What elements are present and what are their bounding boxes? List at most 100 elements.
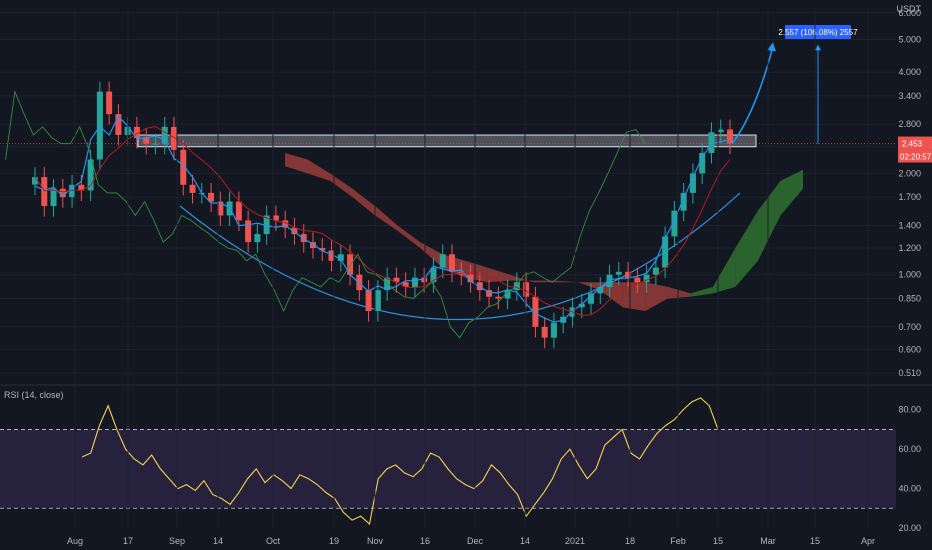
time-tick-label: Feb bbox=[670, 536, 686, 546]
time-tick-label: 16 bbox=[420, 536, 430, 546]
time-tick-label: Sep bbox=[169, 536, 185, 546]
candle-body bbox=[319, 248, 326, 251]
candle-body bbox=[495, 296, 502, 299]
time-tick-label: Dec bbox=[467, 536, 484, 546]
price-tick-label: 4.000 bbox=[898, 67, 921, 77]
candle-body bbox=[337, 254, 344, 261]
time-tick-label: Aug bbox=[67, 536, 83, 546]
ichimoku-cloud-segment bbox=[735, 210, 758, 287]
candle-body bbox=[171, 126, 177, 150]
rsi-pane[interactable]: 80.00 60.00 40.00 20.00 bbox=[0, 397, 921, 533]
candle-body bbox=[356, 274, 363, 291]
candle-body bbox=[634, 277, 641, 283]
projection-arrowhead bbox=[767, 42, 776, 52]
ichimoku-cloud-segment bbox=[510, 274, 533, 283]
price-tick-label: 2.000 bbox=[898, 168, 921, 178]
price-tag-box bbox=[898, 136, 932, 150]
ichimoku-cloud-segment bbox=[622, 282, 646, 312]
price-pane[interactable]: 2.557 (106.08%) 2557 bbox=[0, 12, 932, 386]
candle-body bbox=[402, 282, 409, 287]
candle-body bbox=[254, 234, 261, 243]
target-label: 2.557 (106.08%) 2557 bbox=[778, 28, 858, 37]
time-tick-label: 2021 bbox=[565, 536, 585, 546]
candle-body bbox=[680, 192, 687, 211]
ichimoku-cloud-segment bbox=[307, 159, 331, 181]
time-tick-label: 14 bbox=[520, 536, 530, 546]
candle-body bbox=[708, 132, 715, 153]
countdown-tag: 02:20:57 bbox=[900, 153, 932, 162]
time-tick-label: 15 bbox=[810, 536, 820, 546]
ichimoku-cloud-segment bbox=[780, 169, 803, 216]
countdown-tag-box bbox=[898, 149, 932, 163]
candle-body bbox=[541, 326, 548, 338]
ichimoku-cloud-segment bbox=[690, 286, 713, 297]
candle-body bbox=[504, 290, 511, 299]
candle-body bbox=[161, 126, 168, 144]
rsi-tick-label: 60.00 bbox=[898, 444, 921, 454]
candle-body bbox=[69, 184, 76, 198]
candle-body bbox=[152, 143, 159, 145]
price-tick-label: 5.000 bbox=[898, 34, 921, 44]
candle-body bbox=[578, 303, 585, 308]
time-axis[interactable]: Aug 17 Sep 14 Oct 19 Nov 16 Dec 14 2021 18 Feb 15 Mar 1… bbox=[67, 8, 875, 546]
candle-body bbox=[532, 296, 539, 327]
price-axis[interactable]: 6.0005.0004.0003.4002.8002.4002.0001.700… bbox=[898, 8, 932, 378]
candle-body bbox=[671, 210, 678, 237]
candle-body bbox=[615, 271, 622, 275]
candle-body bbox=[50, 188, 57, 207]
tenkan-line bbox=[34, 115, 731, 323]
rsi-line bbox=[81, 397, 719, 526]
candle-body bbox=[41, 177, 48, 207]
price-tick-label: 1.200 bbox=[898, 243, 921, 253]
ichimoku-cloud-segment bbox=[757, 180, 781, 261]
time-tick-label: 18 bbox=[625, 536, 635, 546]
candle-body bbox=[550, 322, 557, 338]
ichimoku-cloud-segment bbox=[712, 248, 736, 294]
candle-body bbox=[513, 282, 520, 291]
candle-body bbox=[217, 201, 224, 216]
target-label-box bbox=[785, 25, 851, 39]
candle-body bbox=[421, 277, 428, 283]
ichimoku-cloud-segment bbox=[555, 280, 578, 283]
candle-body bbox=[300, 234, 307, 243]
candle-body bbox=[689, 173, 696, 193]
time-tick-label: 15 bbox=[713, 536, 723, 546]
ichimoku-cloud-segment bbox=[330, 173, 353, 198]
candle-body bbox=[180, 149, 187, 185]
candle-body bbox=[235, 201, 242, 221]
candle-body bbox=[208, 192, 215, 202]
measure-arrowhead bbox=[815, 44, 821, 51]
candle-body bbox=[143, 137, 150, 144]
rsi-tick-label: 40.00 bbox=[898, 484, 921, 494]
time-tick-label: Nov bbox=[367, 536, 384, 546]
candle-body bbox=[727, 129, 733, 144]
candle-body bbox=[449, 254, 455, 272]
price-tick-label: 1.700 bbox=[898, 192, 921, 202]
candle-body bbox=[133, 126, 140, 138]
ichimoku-cloud-segment bbox=[352, 188, 376, 216]
rsi-tick-label: 20.00 bbox=[898, 523, 921, 533]
candle-body bbox=[597, 286, 604, 294]
rsi-tick-label: 80.00 bbox=[898, 405, 921, 415]
price-tag: 2.453 bbox=[902, 140, 923, 149]
candle-body bbox=[699, 152, 706, 174]
price-tick-label: 0.510 bbox=[898, 368, 921, 378]
candle-body bbox=[291, 227, 298, 235]
candle-body bbox=[282, 220, 289, 228]
chikou-line bbox=[5, 89, 646, 339]
candle-body bbox=[393, 277, 400, 283]
candle-body bbox=[374, 290, 381, 312]
projection-arrow bbox=[731, 46, 774, 145]
price-tick-label: 2.800 bbox=[898, 119, 921, 129]
time-tick-label: Mar bbox=[760, 536, 776, 546]
resistance-zone bbox=[137, 134, 757, 148]
price-tick-label: 1.400 bbox=[898, 221, 921, 231]
candle-body bbox=[365, 290, 372, 312]
ichimoku-cloud-segment bbox=[487, 267, 511, 283]
candle-body bbox=[662, 236, 669, 268]
time-tick-label: 14 bbox=[213, 536, 223, 546]
candle-body bbox=[87, 159, 94, 191]
candle-body bbox=[523, 282, 530, 297]
candle-body bbox=[717, 129, 724, 133]
